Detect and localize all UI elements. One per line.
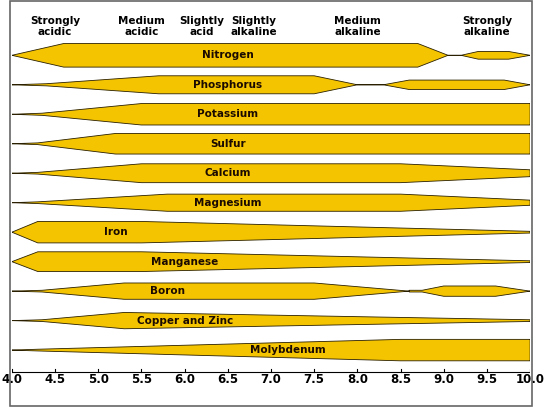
Text: Iron: Iron xyxy=(104,227,127,237)
Text: 4.0: 4.0 xyxy=(2,373,22,387)
Text: Nitrogen: Nitrogen xyxy=(202,50,254,60)
Text: Slightly
acid: Slightly acid xyxy=(180,16,224,36)
Polygon shape xyxy=(12,164,530,183)
Text: 8.5: 8.5 xyxy=(390,373,411,387)
Polygon shape xyxy=(12,133,530,154)
Text: 4.5: 4.5 xyxy=(45,373,66,387)
Text: Copper and Zinc: Copper and Zinc xyxy=(136,316,233,326)
Text: Manganese: Manganese xyxy=(151,257,218,267)
Text: 7.0: 7.0 xyxy=(260,373,281,387)
Text: 6.5: 6.5 xyxy=(217,373,239,387)
Text: Sulfur: Sulfur xyxy=(210,139,246,149)
Polygon shape xyxy=(12,103,530,125)
Text: 8.0: 8.0 xyxy=(347,373,368,387)
Text: 7.5: 7.5 xyxy=(304,373,325,387)
Text: Medium
acidic: Medium acidic xyxy=(118,16,165,36)
Polygon shape xyxy=(12,43,530,67)
Text: Slightly
alkaline: Slightly alkaline xyxy=(230,16,277,36)
Text: 9.0: 9.0 xyxy=(433,373,454,387)
Text: Strongly
alkaline: Strongly alkaline xyxy=(462,16,512,36)
Text: 6.0: 6.0 xyxy=(174,373,195,387)
Text: Medium
alkaline: Medium alkaline xyxy=(334,16,381,36)
Polygon shape xyxy=(12,252,530,272)
Text: Magnesium: Magnesium xyxy=(194,198,262,208)
Text: 9.5: 9.5 xyxy=(476,373,497,387)
Text: Potassium: Potassium xyxy=(197,109,258,119)
Text: 5.5: 5.5 xyxy=(131,373,152,387)
Text: Calcium: Calcium xyxy=(205,168,251,178)
Polygon shape xyxy=(12,194,530,211)
Polygon shape xyxy=(12,283,530,299)
Text: Phosphorus: Phosphorus xyxy=(193,80,263,90)
Text: 10.0: 10.0 xyxy=(515,373,544,387)
Polygon shape xyxy=(12,339,530,361)
Polygon shape xyxy=(12,221,530,243)
Polygon shape xyxy=(12,312,530,329)
Text: Boron: Boron xyxy=(150,286,185,296)
Polygon shape xyxy=(12,76,530,94)
Text: 5.0: 5.0 xyxy=(88,373,109,387)
Text: Molybdenum: Molybdenum xyxy=(251,345,326,355)
Text: Strongly
acidic: Strongly acidic xyxy=(30,16,80,36)
